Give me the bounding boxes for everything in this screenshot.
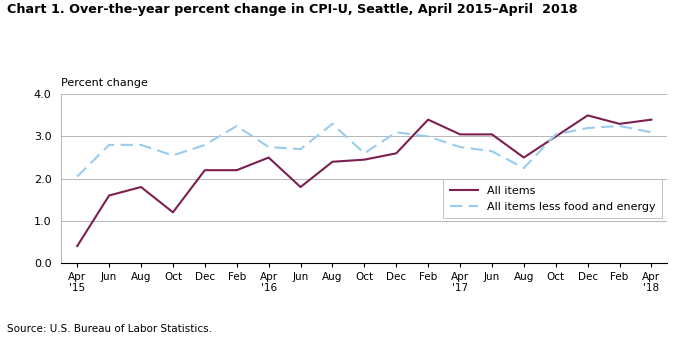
All items less food and energy: [233, 124, 241, 128]
All items less food and energy: [73, 175, 81, 179]
All items: [552, 134, 560, 139]
All items less food and energy: [520, 166, 528, 170]
Legend: All items, All items less food and energy: All items, All items less food and energ…: [443, 179, 662, 218]
All items: [73, 244, 81, 248]
All items less food and energy: [137, 143, 145, 147]
All items less food and energy: [296, 147, 304, 151]
Line: All items: All items: [77, 115, 652, 246]
All items: [137, 185, 145, 189]
All items: [360, 158, 368, 162]
All items less food and energy: [616, 124, 624, 128]
Text: Percent change: Percent change: [61, 78, 148, 88]
All items less food and energy: [488, 149, 496, 153]
All items: [456, 132, 464, 136]
All items less food and energy: [201, 143, 209, 147]
All items: [169, 210, 177, 214]
All items less food and energy: [328, 122, 336, 126]
All items: [648, 118, 656, 122]
All items less food and energy: [648, 130, 656, 134]
All items: [328, 160, 336, 164]
All items less food and energy: [424, 134, 432, 139]
All items less food and energy: [392, 130, 400, 134]
All items: [105, 193, 113, 197]
All items less food and energy: [552, 132, 560, 136]
Text: Source: U.S. Bureau of Labor Statistics.: Source: U.S. Bureau of Labor Statistics.: [7, 324, 212, 334]
All items: [296, 185, 304, 189]
All items less food and energy: [169, 153, 177, 157]
All items: [233, 168, 241, 172]
Line: All items less food and energy: All items less food and energy: [77, 124, 652, 177]
All items less food and energy: [360, 151, 368, 155]
All items: [488, 132, 496, 136]
All items less food and energy: [456, 145, 464, 149]
All items less food and energy: [105, 143, 113, 147]
All items: [264, 156, 272, 160]
All items: [201, 168, 209, 172]
All items: [392, 151, 400, 155]
All items less food and energy: [264, 145, 272, 149]
All items: [616, 122, 624, 126]
Text: Chart 1. Over-the-year percent change in CPI-U, Seattle, April 2015–April  2018: Chart 1. Over-the-year percent change in…: [7, 3, 577, 17]
All items: [520, 156, 528, 160]
All items less food and energy: [584, 126, 592, 130]
All items: [424, 118, 432, 122]
All items: [584, 113, 592, 118]
